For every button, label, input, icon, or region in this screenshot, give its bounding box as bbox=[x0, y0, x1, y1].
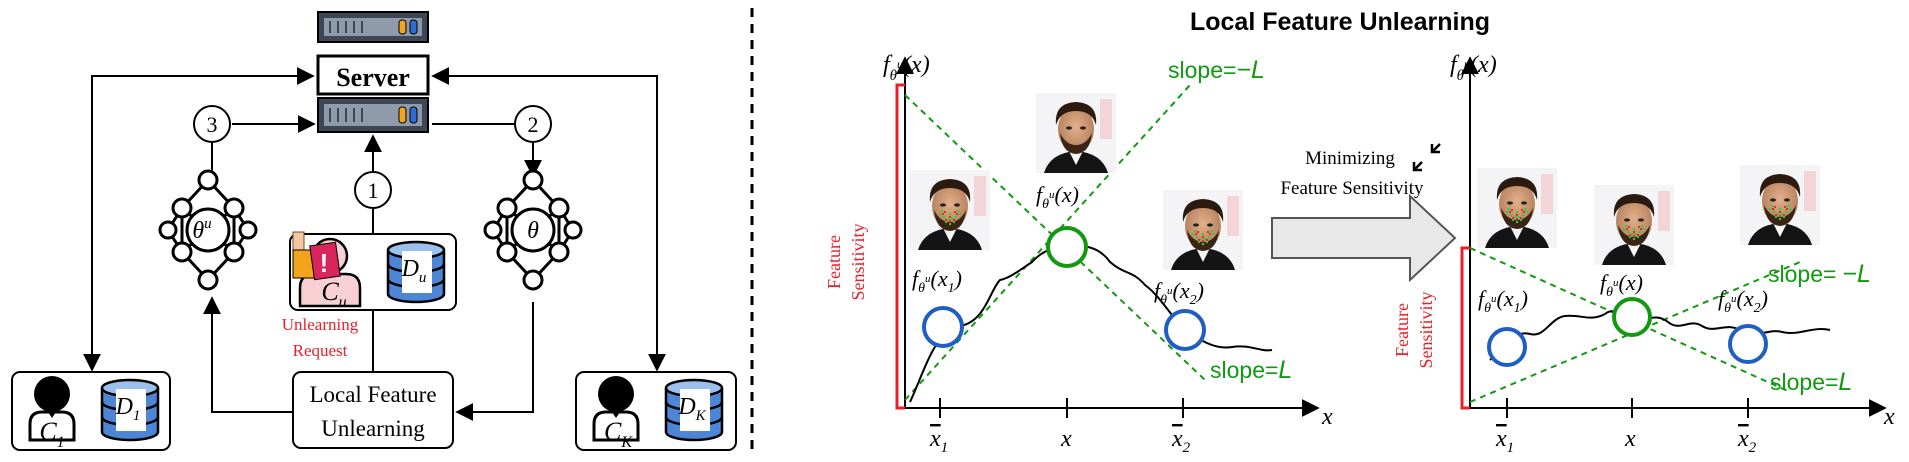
svg-text:!: ! bbox=[320, 248, 329, 278]
step3-number: 3 bbox=[207, 112, 218, 137]
right-plot-xlabel: x bbox=[1883, 404, 1895, 430]
left-plot-point-label-x: fθu(x) bbox=[1036, 182, 1079, 212]
left-plot-tick-label-x: x bbox=[1060, 426, 1072, 452]
unlearning-to-model-arrow bbox=[203, 296, 293, 413]
left-plot bbox=[895, 56, 1320, 418]
face-photo-right-x bbox=[1594, 185, 1674, 265]
step2-circle bbox=[514, 105, 552, 143]
right-plot-slope-neg: slope= −L bbox=[1768, 260, 1871, 288]
left-plot-point-label-2: fθu(x2) bbox=[1154, 278, 1204, 308]
server-clientK-link bbox=[431, 67, 666, 372]
right-plot-point-1 bbox=[1487, 327, 1527, 367]
alert-icon: ! bbox=[292, 231, 341, 281]
server-client1-link bbox=[83, 67, 315, 372]
client-first-dataset: D1 bbox=[115, 394, 141, 424]
unlearned-model-label: θu bbox=[192, 216, 211, 244]
local-unlearning-box bbox=[292, 371, 454, 449]
transition-arrow bbox=[1271, 193, 1457, 283]
right-plot-tick-label-x: x bbox=[1624, 426, 1636, 452]
global-model-label: θ bbox=[527, 218, 539, 244]
right-plot-slope-pos: slope=L bbox=[1770, 368, 1852, 396]
left-plot-slope-neg: slope=−L bbox=[1168, 56, 1265, 84]
model-to-unlearning-arrow bbox=[455, 302, 534, 421]
left-plot-point-1 bbox=[922, 306, 964, 348]
right-plot-sensitivity-line2: Sensitivity bbox=[1416, 291, 1436, 368]
left-plot-point-x bbox=[1046, 226, 1088, 268]
left-plot-point-2 bbox=[1164, 309, 1206, 351]
left-plot-sensitivity-line2: Sensitivity bbox=[848, 223, 868, 300]
left-plot-xlabel: x bbox=[1321, 404, 1333, 430]
unlearning-request-line2: Request bbox=[293, 341, 348, 360]
server-label: Server bbox=[336, 63, 410, 92]
face-photo-left-1 bbox=[910, 170, 990, 250]
face-photo-left-2 bbox=[1163, 190, 1243, 270]
right-plot-point-label-1: fθu(x1) bbox=[1478, 286, 1528, 316]
left-plot-slope-pos-line bbox=[904, 94, 1206, 381]
step1-number: 1 bbox=[368, 178, 379, 203]
face-photo-left-x bbox=[1036, 93, 1116, 173]
minimizing-line1: Minimizing bbox=[1305, 148, 1395, 169]
right-plot-tick-label-1: x1 bbox=[1495, 426, 1514, 456]
right-plot-tick-label-2: x2 bbox=[1737, 426, 1757, 456]
unlearning-request-line1: Unlearning bbox=[282, 315, 359, 334]
target-client-name: Cu bbox=[321, 277, 346, 311]
step1-circle bbox=[354, 171, 392, 209]
left-plot-tick-label-1: x1 bbox=[929, 426, 948, 456]
left-plot-point-label-1: fθu(x1) bbox=[912, 266, 962, 296]
right-plot-curve bbox=[1489, 310, 1831, 361]
step2-number: 2 bbox=[528, 112, 539, 137]
left-plot-sensitivity-line1: Feature bbox=[824, 235, 844, 289]
right-plot-point-label-x: fθu(x) bbox=[1600, 270, 1643, 300]
right-plot bbox=[1460, 56, 1887, 418]
step3-circle bbox=[193, 105, 231, 143]
client-last-name: CK bbox=[604, 417, 633, 451]
left-plot-ylabel: fθu(x) bbox=[883, 52, 930, 84]
right-plot-point-2 bbox=[1728, 324, 1768, 364]
face-photo-right-1 bbox=[1477, 168, 1557, 248]
right-plot-ylabel: fθu(x) bbox=[1450, 52, 1497, 84]
minimizing-line2: Feature Sensitivity bbox=[1280, 178, 1424, 199]
right-plot-sensitivity-bracket bbox=[1460, 246, 1470, 410]
local-unlearning-line2: Unlearning bbox=[321, 416, 425, 441]
face-photo-right-2 bbox=[1740, 165, 1820, 245]
client-last-dataset: DK bbox=[677, 394, 706, 424]
right-plot-point-label-2: fθu(x2) bbox=[1718, 286, 1768, 316]
target-client-dataset: Du bbox=[401, 256, 427, 286]
local-unlearning-line1: Local Feature bbox=[309, 382, 436, 407]
server-icon bbox=[316, 11, 430, 133]
shrink-icon bbox=[1412, 143, 1441, 172]
right-plot-point-x bbox=[1612, 297, 1652, 337]
left-plot-sensitivity-bracket bbox=[895, 83, 905, 410]
right-plot-sensitivity-line1: Feature bbox=[1392, 303, 1412, 357]
left-plot-slope-pos: slope=L bbox=[1210, 356, 1292, 384]
right-panel-title: Local Feature Unlearning bbox=[1190, 8, 1490, 36]
right-plot-slope-pos-line bbox=[1469, 247, 1791, 393]
client-first-name: C1 bbox=[39, 417, 64, 451]
left-plot-tick-label-2: x2 bbox=[1171, 426, 1191, 456]
